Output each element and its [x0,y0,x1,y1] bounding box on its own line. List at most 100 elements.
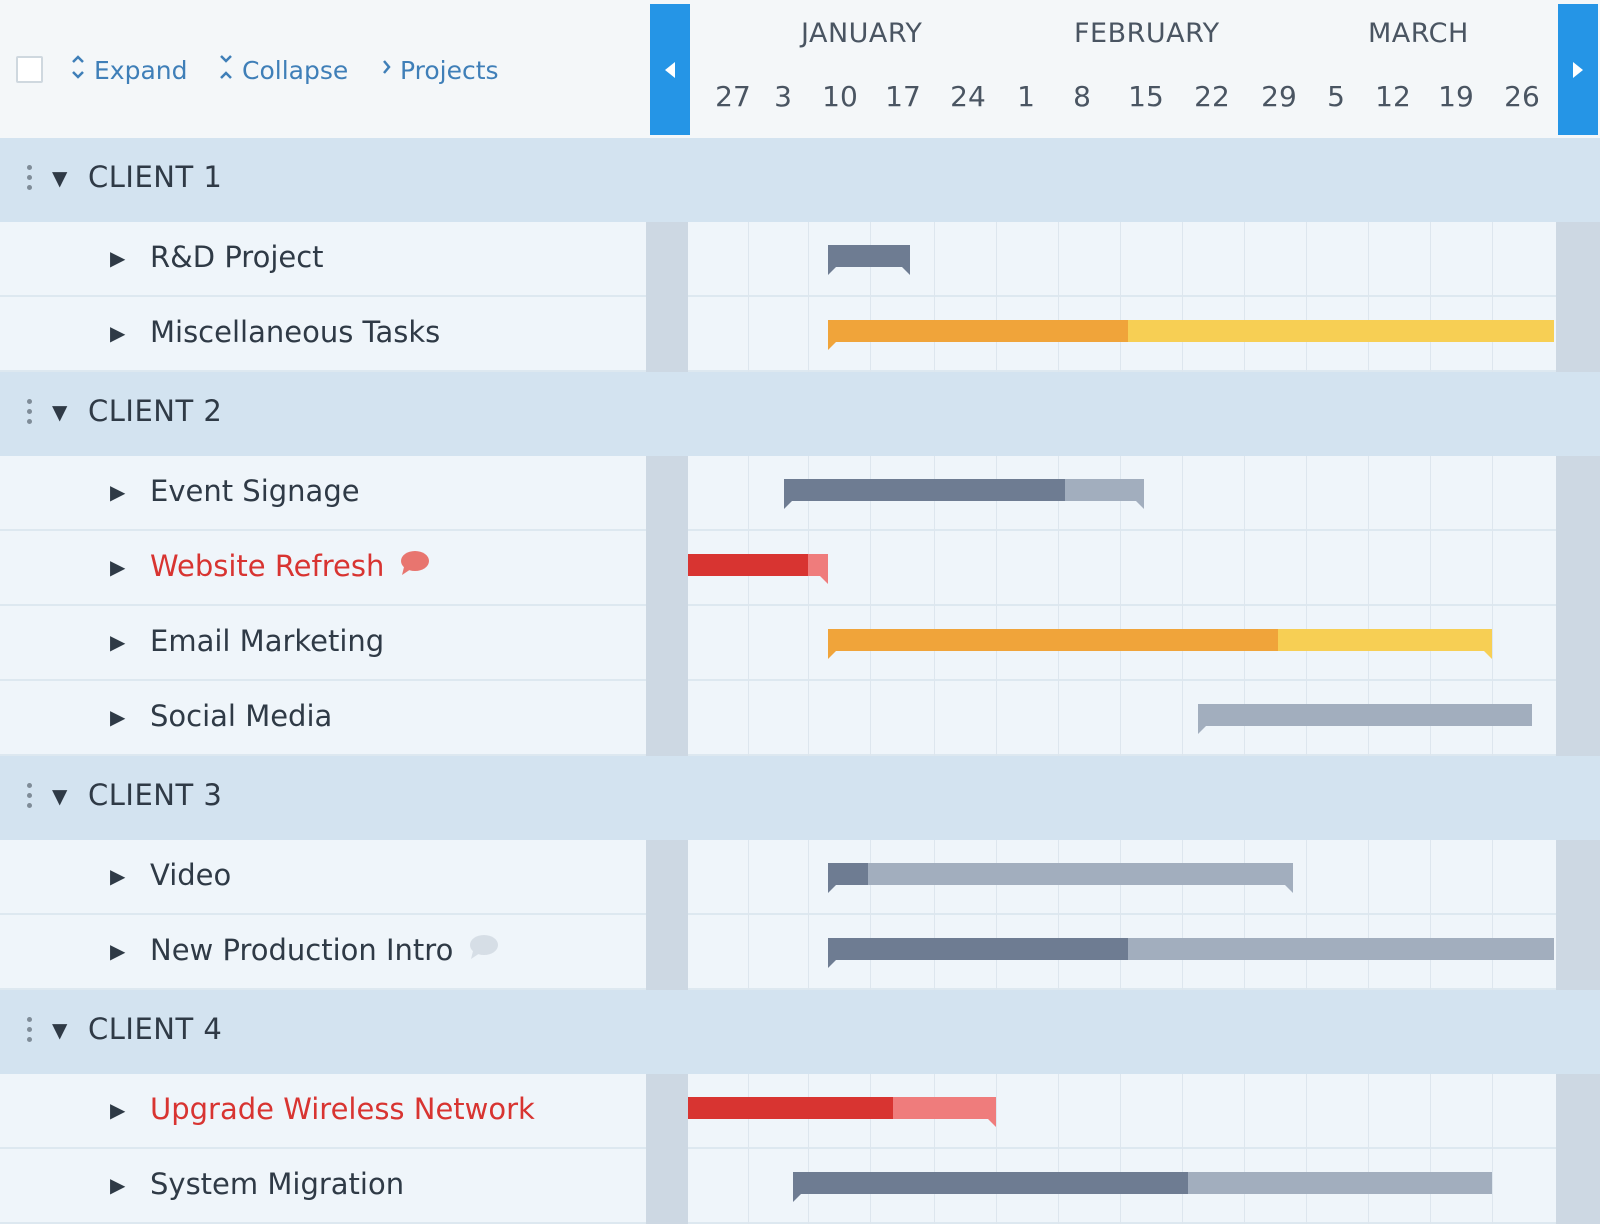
chevron-right-icon [1573,61,1583,78]
day-label: 15 [1128,80,1164,113]
project-label[interactable]: R&D Project [150,240,324,274]
caret-right-icon[interactable]: ▶ [110,939,126,963]
project-bar[interactable] [793,1172,1492,1202]
caret-down-icon[interactable]: ▼ [52,784,68,808]
timeline-gutter [1556,681,1600,756]
caret-right-icon[interactable]: ▶ [110,864,126,888]
caret-right-icon[interactable]: ▶ [110,1098,126,1122]
timeline-gutter [646,222,688,297]
bar-end-marker [820,576,828,584]
project-row[interactable]: ▶ New Production Intro [0,915,1600,990]
project-bar[interactable] [828,320,1554,350]
grid-line [996,222,997,297]
drag-handle-icon[interactable] [27,165,33,195]
day-label: 27 [715,80,751,113]
timeline-gutter [1556,222,1600,297]
day-label: 19 [1438,80,1474,113]
client-group-row[interactable]: ▼ CLIENT 1 [0,138,1600,222]
caret-down-icon[interactable]: ▼ [52,166,68,190]
timeline-gutter [646,297,688,372]
project-bar[interactable] [1198,704,1532,734]
client-group-row[interactable]: ▼ CLIENT 3 [0,756,1600,840]
project-label[interactable]: Email Marketing [150,624,385,658]
collapse-button[interactable]: Collapse [218,50,348,90]
grid-line [1244,1074,1245,1149]
bar-start-marker [828,267,836,275]
grid-line [748,1149,749,1224]
project-row[interactable]: ▶ Miscellaneous Tasks [0,297,1600,372]
project-row[interactable]: ▶ R&D Project [0,222,1600,297]
day-label: 17 [885,80,921,113]
timeline-gutter [1556,1074,1600,1149]
grid-line [1058,681,1059,756]
timeline-gutter [646,1074,688,1149]
project-label[interactable]: System Migration [150,1167,405,1201]
bar-segment [784,479,1065,501]
project-row[interactable]: ▶ Upgrade Wireless Network [0,1074,1600,1149]
caret-down-icon[interactable]: ▼ [52,400,68,424]
drag-handle-icon[interactable] [27,783,33,813]
comment-icon[interactable] [398,550,430,582]
project-label[interactable]: Website Refresh [150,549,385,583]
select-all-checkbox[interactable] [16,56,43,83]
caret-right-icon[interactable]: ▶ [110,1173,126,1197]
bar-start-marker [1198,726,1206,734]
bar-segment [688,554,808,576]
timeline-prev-button[interactable] [650,4,690,135]
project-label[interactable]: New Production Intro [150,933,454,967]
caret-right-icon[interactable]: ▶ [110,480,126,504]
bar-segment [893,1097,996,1119]
grid-line [808,297,809,372]
project-bar[interactable] [784,479,1144,509]
projects-button[interactable]: Projects [382,50,499,90]
project-row[interactable]: ▶ Event Signage [0,456,1600,531]
timeline-gutter [1556,606,1600,681]
project-bar[interactable] [828,938,1554,968]
client-group-label: CLIENT 4 [88,1012,223,1046]
project-bar[interactable] [828,863,1293,893]
grid-line [1492,222,1493,297]
drag-handle-icon[interactable] [27,399,33,429]
grid-line [808,222,809,297]
caret-right-icon[interactable]: ▶ [110,321,126,345]
timeline-next-button[interactable] [1558,4,1598,135]
caret-right-icon[interactable]: ▶ [110,555,126,579]
project-row[interactable]: ▶ System Migration [0,1149,1600,1224]
project-label[interactable]: Miscellaneous Tasks [150,315,441,349]
project-label[interactable]: Event Signage [150,474,360,508]
bar-segment [828,863,868,885]
project-row[interactable]: ▶ Email Marketing [0,606,1600,681]
grid-line [934,531,935,606]
bar-segment [828,629,1278,651]
bar-start-marker [828,342,836,350]
project-bar[interactable] [828,245,910,275]
client-group-row[interactable]: ▼ CLIENT 4 [0,990,1600,1074]
grid-line [1430,456,1431,531]
grid-line [1120,681,1121,756]
caret-right-icon[interactable]: ▶ [110,630,126,654]
caret-right-icon[interactable]: ▶ [110,705,126,729]
comment-icon[interactable] [467,934,499,966]
caret-right-icon[interactable]: ▶ [110,246,126,270]
day-label: 29 [1261,80,1297,113]
project-label[interactable]: Upgrade Wireless Network [150,1092,535,1126]
chevron-left-icon [665,61,675,78]
drag-handle-icon[interactable] [27,1017,33,1047]
expand-button[interactable]: Expand [70,50,188,90]
grid-line [1368,840,1369,915]
project-label[interactable]: Video [150,858,232,892]
grid-line [1368,222,1369,297]
client-group-row[interactable]: ▼ CLIENT 2 [0,372,1600,456]
project-bar[interactable] [688,1097,996,1127]
timeline-gutter [1556,915,1600,990]
grid-line [1306,222,1307,297]
project-label[interactable]: Social Media [150,699,333,733]
day-label: 3 [774,80,792,113]
project-bar[interactable] [688,554,828,584]
project-bar[interactable] [828,629,1492,659]
day-label: 5 [1327,80,1345,113]
caret-down-icon[interactable]: ▼ [52,1018,68,1042]
project-row[interactable]: ▶ Website Refresh [0,531,1600,606]
project-row[interactable]: ▶ Social Media [0,681,1600,756]
project-row[interactable]: ▶ Video [0,840,1600,915]
